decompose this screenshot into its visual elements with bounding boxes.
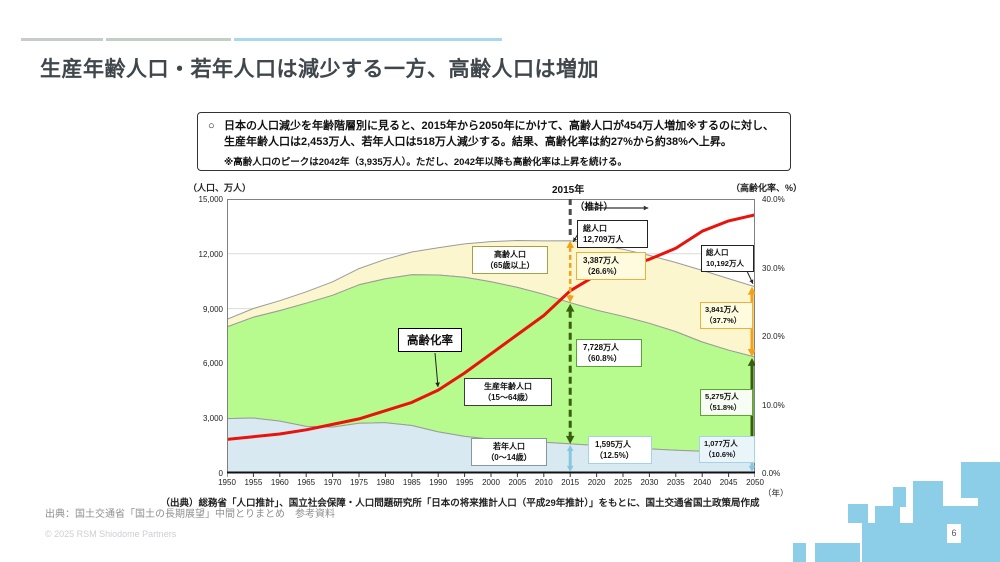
working-2015-l1: 7,728万人 <box>583 343 620 352</box>
x-tick: 2005 <box>508 478 527 487</box>
young-2015-l2: （12.5%） <box>595 451 634 461</box>
mosaic-tile <box>893 487 906 507</box>
label-young-l1: 若年人口 <box>493 442 525 451</box>
x-tick: 2050 <box>746 478 764 487</box>
summary-text: 日本の人口減少を年齢階層別に見ると、2015年から2050年にかけて、高齢人口が… <box>224 119 774 151</box>
value-working-2050: 5,275万人 （51.8%） <box>700 389 753 416</box>
x-tick: 2045 <box>719 478 738 487</box>
x-tick: 1950 <box>218 478 236 487</box>
y-left-tick: 0 <box>218 469 223 478</box>
y-right-tick: 20.0% <box>762 332 785 341</box>
value-working-2015: 7,728万人 （60.8%） <box>576 339 642 368</box>
label-elderly-series: 高齢人口 （65歳以上） <box>472 246 548 275</box>
label-working-l1: 生産年齢人口 <box>484 382 532 391</box>
label-working-series: 生産年齢人口 （15～64歳） <box>464 378 552 407</box>
label-elderly-l1: 高齢人口 <box>494 250 526 259</box>
x-tick: 1990 <box>429 478 448 487</box>
left-axis-title: （人口、万人） <box>188 183 252 193</box>
y-left-tick: 6,000 <box>202 359 223 369</box>
y-right-tick: 30.0% <box>762 263 785 273</box>
x-tick: 2035 <box>666 478 685 487</box>
mosaic-tile <box>793 543 806 562</box>
decor-bar-blue <box>234 38 502 41</box>
x-tick: 1955 <box>244 478 263 487</box>
x-tick: 2020 <box>587 478 606 487</box>
x-tick: 2030 <box>640 478 659 487</box>
y-right-tick: 0.0% <box>762 469 781 478</box>
value-elderly-2015: 3,387万人 （26.6%） <box>576 252 646 281</box>
callout-total-2050: 総人口 10,192万人 <box>701 245 754 272</box>
label-young-l2: （0～14歳） <box>486 453 532 463</box>
label-young-series: 若年人口 （0～14歳） <box>471 438 547 467</box>
x-tick: 1995 <box>455 478 474 487</box>
mosaic-tile <box>848 504 868 523</box>
bullet-circle: ○ <box>208 120 215 132</box>
mosaic-tile <box>913 481 943 523</box>
page-number: 6 <box>947 524 961 543</box>
y-right-tick: 10.0% <box>762 400 785 410</box>
elderly-2015-l2: （26.6%） <box>583 267 622 277</box>
x-tick: 1985 <box>402 478 421 487</box>
y-left-tick: 9,000 <box>202 304 223 314</box>
value-young-2050: 1,077万人 （10.6%） <box>699 436 755 463</box>
callout-total-2015: 総人口 12,709万人 <box>577 220 648 249</box>
young-2050-l1: 1,077万人 <box>704 439 738 448</box>
chart-source: （出典）総務省「人口推計」、国立社会保障・人口問題研究所「日本の将来推計人口（平… <box>160 498 760 509</box>
total-2050-l2: 10,192万人 <box>706 258 744 268</box>
young-2015-l1: 1,595万人 <box>595 440 632 449</box>
mosaic-tile <box>875 506 900 523</box>
label-elderly-l2: （65歳以上） <box>485 261 535 271</box>
x-tick: 1965 <box>297 478 316 487</box>
total-2050-l1: 総人口 <box>706 248 729 257</box>
x-tick: 1975 <box>350 478 368 487</box>
decor-bar-grey <box>21 38 103 41</box>
value-young-2015: 1,595万人 （12.5%） <box>588 436 652 465</box>
page-title: 生産年齢人口・若年人口は減少する一方、高齢人口は増加 <box>40 58 599 81</box>
x-tick: 2040 <box>693 478 712 487</box>
x-tick: 1960 <box>270 478 289 487</box>
summary-note: ※高齢人口のピークは2042年（3,935万人）。ただし、2042年以降も高齢化… <box>224 156 628 168</box>
young-2050-l2: （10.6%） <box>704 449 741 459</box>
x-tick: 1970 <box>323 478 342 487</box>
y-right-tick: 40.0% <box>762 195 785 204</box>
summary-box: ○ 日本の人口減少を年齢階層別に見ると、2015年から2050年にかけて、高齢人… <box>197 112 791 171</box>
x-tick: 2015 <box>561 478 580 487</box>
elderly-2050-l2: （37.7%） <box>705 315 742 325</box>
mosaic-tile <box>961 462 1000 498</box>
label-working-l2: （15～64歳） <box>483 393 533 403</box>
y-left-tick: 15,000 <box>198 195 223 204</box>
working-2050-l1: 5,275万人 <box>705 392 739 401</box>
x-tick: 2010 <box>534 478 553 487</box>
total-2015-l1: 総人口 <box>583 224 607 233</box>
mosaic-tile <box>943 506 978 523</box>
mosaic-tile <box>815 543 860 562</box>
label-projection: （推計） <box>575 202 614 213</box>
total-2015-l2: 12,709万人 <box>583 235 624 245</box>
footer-source: 出典：国土交通省「国土の長期展望」中間とりまとめ 参考資料 <box>45 509 335 520</box>
decor-bar-green <box>106 38 231 41</box>
copyright: © 2025 RSM Shiodome Partners <box>45 529 177 539</box>
summary-line1: 日本の人口減少を年齢階層別に見ると、2015年から2050年にかけて、高齢人口が… <box>224 120 774 132</box>
x-tick: 2000 <box>482 478 500 487</box>
summary-line2: 生産年齢人口は2,453万人、若年人口は518万人減少する。結果、高齢化率は約2… <box>224 135 732 148</box>
working-2050-l2: （51.8%） <box>705 402 742 412</box>
label-2015: 2015年 <box>552 185 585 196</box>
y-left-tick: 3,000 <box>202 414 223 424</box>
y-left-tick: 12,000 <box>198 249 223 259</box>
mosaic-tile <box>862 523 1000 562</box>
elderly-2050-l1: 3,841万人 <box>705 305 739 314</box>
label-aging-rate: 高齢化率 <box>398 328 462 352</box>
right-axis-title: （高齢化率、%） <box>731 183 803 193</box>
elderly-2015-l1: 3,387万人 <box>583 256 620 265</box>
x-tick: 2025 <box>614 478 632 487</box>
value-elderly-2050: 3,841万人 （37.7%） <box>700 302 753 329</box>
working-2015-l2: （60.8%） <box>583 354 622 364</box>
x-axis-unit: （年） <box>763 488 789 498</box>
x-tick: 1980 <box>376 478 395 487</box>
